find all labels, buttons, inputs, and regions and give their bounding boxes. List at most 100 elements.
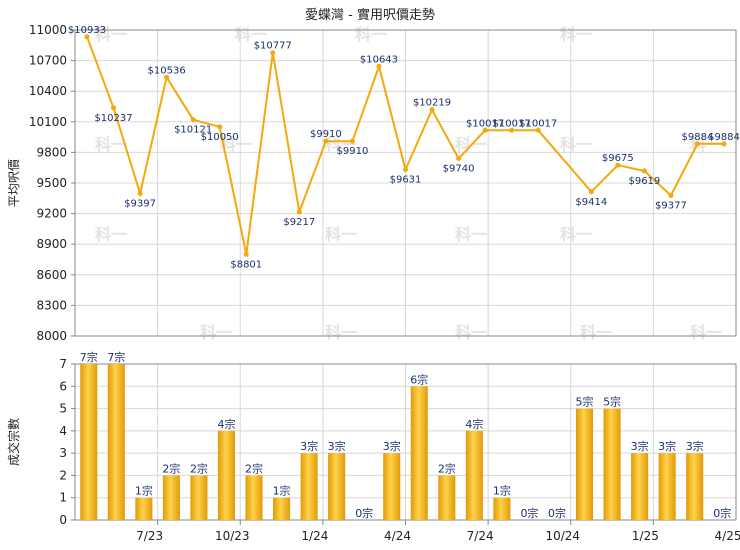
volume-bar [438,475,456,520]
price-point [349,138,355,144]
price-data-label: $9675 [602,153,634,164]
volume-bar [658,453,676,520]
volume-plot-frame [74,363,737,521]
volume-tick-label: 0 [59,513,67,527]
price-y-axis-label: 平均呎價 [7,159,21,207]
price-data-label: $9884 [708,132,740,143]
price-tick-label: 8900 [36,237,67,251]
volume-bar [245,475,263,520]
price-data-label: $10237 [94,113,132,124]
price-data-label: $9217 [283,217,315,228]
volume-bar-label: 2宗 [190,461,208,475]
price-data-label: $10536 [148,65,186,76]
x-tick-label: 10/24 [545,529,580,543]
x-tick-label: 7/24 [467,529,494,543]
price-tick-label: 11000 [29,23,67,37]
price-data-label: $10050 [201,132,239,143]
volume-bar-label: 4宗 [465,417,483,431]
volume-bar-label: 3宗 [658,439,676,453]
volume-bar-label: 1宗 [493,484,511,498]
price-point [164,74,170,80]
volume-bar-label: 5宗 [603,395,621,409]
price-point [588,189,594,195]
price-tick-label: 8000 [36,329,67,343]
price-point [270,50,276,56]
volume-bar-label: 4宗 [217,417,235,431]
price-point [641,168,647,174]
price-tick-label: 10400 [29,84,67,98]
volume-bar [107,364,125,520]
price-tick-label: 9200 [36,207,67,221]
price-data-label: $10017 [493,118,531,129]
volume-bar-label: 7宗 [80,350,98,364]
price-point [403,167,408,173]
price-data-label: $9619 [628,176,660,187]
volume-bar-label: 0宗 [713,506,731,520]
price-tick-label: 10100 [29,115,67,129]
volume-bar-label: 2宗 [245,461,263,475]
volume-y-axis-label: 成交宗數 [6,418,21,466]
volume-bar-label: 0宗 [355,506,373,520]
price-point [535,127,541,133]
watermark-text: 科一 [200,323,232,342]
price-tick-label: 8300 [36,298,67,312]
x-tick-label: 1/24 [301,529,328,543]
watermark-text: 科一 [455,323,487,342]
volume-bar-label: 3宗 [300,439,318,453]
watermark-text: 科一 [95,135,127,154]
watermark-text: 科一 [95,225,127,244]
volume-bar [575,408,594,520]
x-tick-label: 1/25 [632,529,659,543]
volume-tick-label: 2 [59,468,67,482]
volume-tick-label: 7 [59,357,67,371]
watermark-text: 科一 [325,225,357,244]
watermark-text: 科一 [455,225,487,244]
watermark-text: 科一 [560,225,592,244]
volume-bar-label: 5宗 [576,395,594,409]
price-point [243,251,249,257]
price-data-label: $9414 [575,197,607,208]
price-point [721,141,727,147]
volume-bar [410,386,428,520]
volume-tick-label: 1 [59,491,67,505]
volume-tick-label: 3 [59,446,67,460]
volume-bar-label: 7宗 [107,350,125,364]
price-point [217,124,223,130]
volume-bar [162,475,180,520]
price-data-label: $9377 [655,201,687,212]
chart-title: 愛蝶灣 - 實用呎價走勢 [305,7,435,23]
volume-bar [135,497,153,520]
price-point [668,193,674,199]
watermark-text: 科一 [560,25,592,44]
price-point [694,141,700,147]
volume-bar [383,453,401,520]
watermark-text: 科一 [325,135,357,154]
volume-bar [80,364,98,520]
watermark-text: 科一 [355,25,387,44]
volume-bar-label: 1宗 [273,484,291,498]
price-point [429,107,435,113]
data-labels: 7宗 7宗 1宗 2宗 2宗 4宗 2宗 1宗 3宗 3宗 0宗 3宗 6宗 2宗 4宗 1宗 0宗 0宗 5宗 5宗… [68,25,740,520]
volume-bar [631,453,649,520]
x-tick-label: 4/25 [715,529,740,543]
x-tick-label: 7/23 [136,529,163,543]
price-data-label: $10017 [466,118,504,129]
volume-bar [217,430,236,520]
volume-bar [465,430,483,520]
price-data-label: $9884 [682,132,714,143]
price-data-label: $10121 [174,125,212,136]
price-point [84,34,90,40]
price-gridlines: 8000 8300 8600 8900 9200 9500 9800 10100 10400 10… [29,23,736,343]
volume-bar [273,497,291,520]
price-line-series [84,34,727,257]
price-tick-label: 9500 [36,176,67,190]
price-line [86,36,724,255]
price-point [376,63,382,69]
price-data-label: $9631 [390,175,422,186]
volume-bar-label: 1宗 [135,484,153,498]
x-tick-label: 4/24 [384,529,411,543]
price-data-label: $9910 [337,146,369,157]
watermark-text: 科一 [690,323,722,342]
volume-bars [80,364,704,520]
